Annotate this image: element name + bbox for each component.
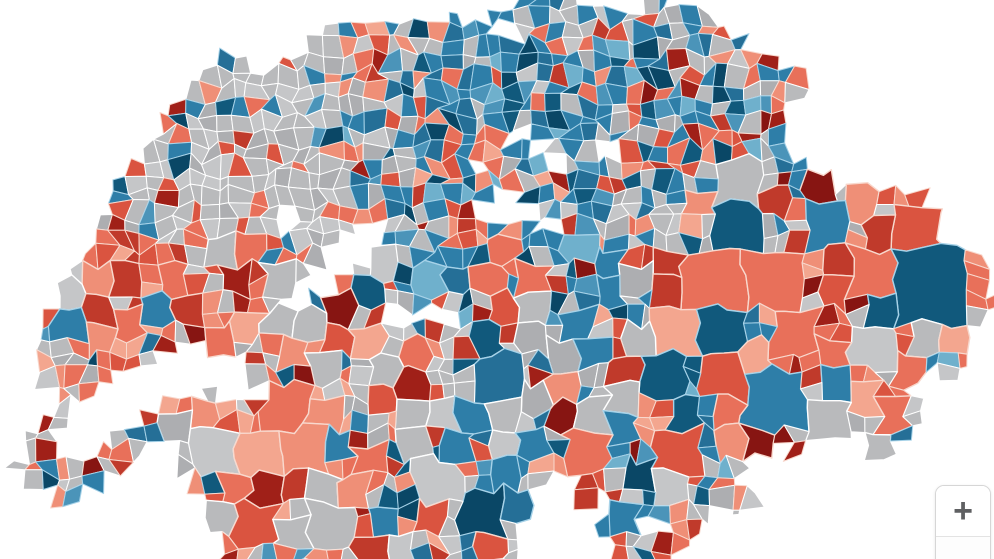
zoom-out-button[interactable]: − [936,536,990,559]
zoom-in-button[interactable]: + [936,486,990,536]
map-zoom-control: + − [935,485,991,559]
